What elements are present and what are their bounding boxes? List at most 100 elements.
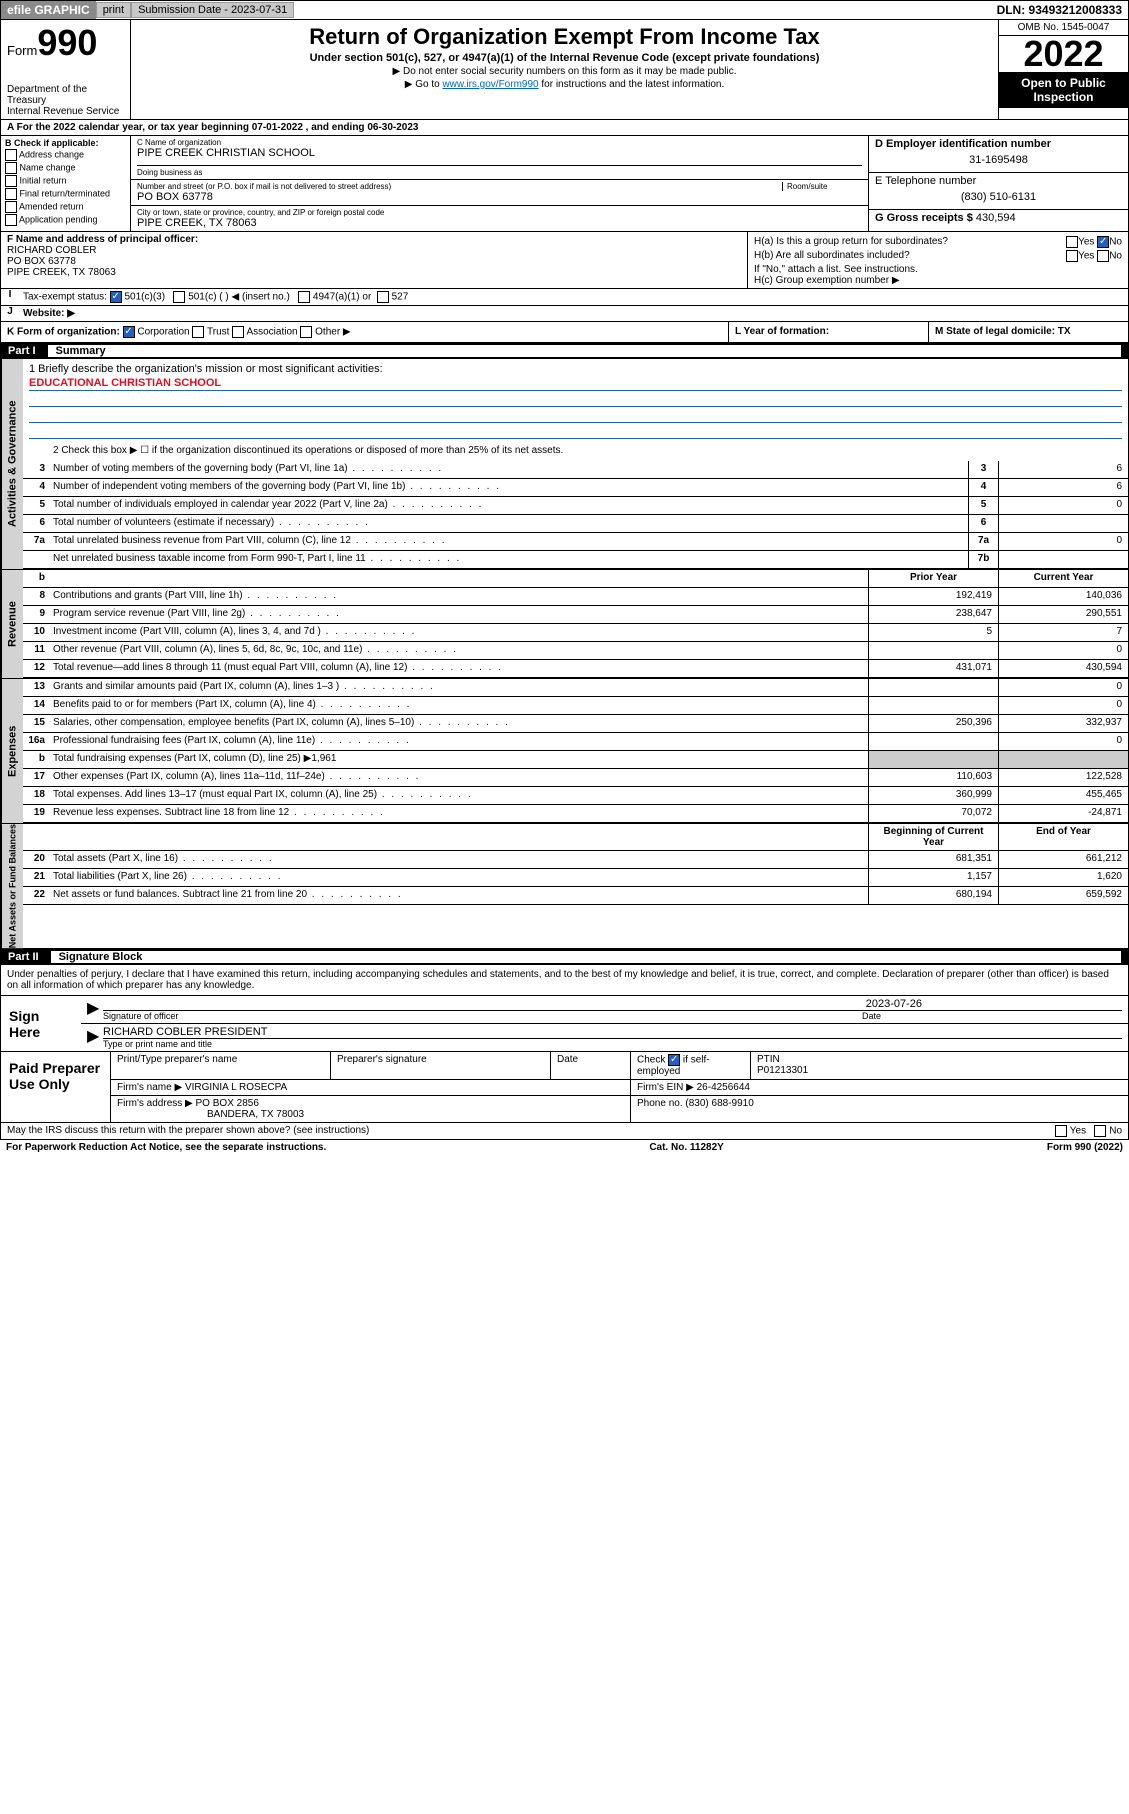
tax-year: 2022	[999, 36, 1128, 72]
table-row: 20Total assets (Part X, line 16)681,3516…	[23, 851, 1128, 869]
dln-label: DLN: 93493212008333	[991, 1, 1128, 19]
firm-ein-box: Firm's EIN ▶ 26-4256644	[631, 1080, 1128, 1095]
colb-checkbox[interactable]	[5, 149, 17, 161]
ptin-box: PTINP01213301	[751, 1052, 1128, 1079]
irs-link[interactable]: www.irs.gov/Form990	[442, 79, 538, 90]
table-row: 13Grants and similar amounts paid (Part …	[23, 679, 1128, 697]
table-row: 16aProfessional fundraising fees (Part I…	[23, 733, 1128, 751]
paid-preparer-section: Paid Preparer Use Only Print/Type prepar…	[0, 1052, 1129, 1123]
row-j: J Website: ▶	[0, 306, 1129, 322]
assoc-checkbox[interactable]	[232, 326, 244, 338]
table-row: 15Salaries, other compensation, employee…	[23, 715, 1128, 733]
col-c: C Name of organization PIPE CREEK CHRIST…	[131, 136, 1128, 231]
other-checkbox[interactable]	[300, 326, 312, 338]
col-h-group: H(a) Is this a group return for subordin…	[748, 232, 1128, 288]
paid-preparer-label: Paid Preparer Use Only	[1, 1052, 111, 1122]
table-row: 7aTotal unrelated business revenue from …	[23, 533, 1128, 551]
irs-yes-checkbox[interactable]	[1055, 1125, 1067, 1137]
sig-name-label: Type or print name and title	[103, 1038, 1122, 1049]
paperwork-notice: For Paperwork Reduction Act Notice, see …	[6, 1142, 326, 1153]
trust-checkbox[interactable]	[192, 326, 204, 338]
cat-no: Cat. No. 11282Y	[649, 1142, 723, 1153]
form-header: Form990 Department of the Treasury Inter…	[0, 20, 1129, 120]
top-bar: efile GRAPHIC print Submission Date - 20…	[0, 0, 1129, 20]
may-irs-row: May the IRS discuss this return with the…	[0, 1123, 1129, 1140]
colb-checkbox[interactable]	[5, 201, 17, 213]
section-fh: F Name and address of principal officer:…	[0, 232, 1129, 289]
firm-addr-box: Firm's address ▶ PO BOX 2856BANDERA, TX …	[111, 1096, 631, 1122]
row-k: K Form of organization: Corporation Trus…	[1, 322, 728, 342]
row-a-tax-year: A For the 2022 calendar year, or tax yea…	[0, 120, 1129, 136]
table-row: 22Net assets or fund balances. Subtract …	[23, 887, 1128, 905]
table-row: 17Other expenses (Part IX, column (A), l…	[23, 769, 1128, 787]
hb-yes-checkbox[interactable]	[1066, 250, 1078, 262]
table-row: 11Other revenue (Part VIII, column (A), …	[23, 642, 1128, 660]
hb-no-checkbox[interactable]	[1097, 250, 1109, 262]
corp-checkbox[interactable]	[123, 326, 135, 338]
table-row: 8Contributions and grants (Part VIII, li…	[23, 588, 1128, 606]
revenue-section: Revenue b Prior Year Current Year 8Contr…	[0, 570, 1129, 679]
sidetab-exp: Expenses	[1, 679, 23, 823]
form-number: 990	[37, 22, 97, 63]
ein-box: D Employer identification number 31-1695…	[869, 136, 1128, 173]
501c3-checkbox[interactable]	[110, 291, 122, 303]
org-city-box: City or town, state or province, country…	[131, 206, 868, 231]
gross-receipts-box: G Gross receipts $ 430,594	[869, 210, 1128, 226]
irs-label: Internal Revenue Service	[7, 106, 124, 117]
ha-yes-checkbox[interactable]	[1066, 236, 1078, 248]
form-note2: ▶ Go to www.irs.gov/Form990 for instruct…	[135, 79, 994, 90]
org-addr-box: Number and street (or P.O. box if mail i…	[131, 180, 868, 206]
colb-checkbox[interactable]	[5, 188, 17, 200]
ha-no-checkbox[interactable]	[1097, 236, 1109, 248]
part2-header: Part II Signature Block	[0, 949, 1129, 965]
colb-checkbox[interactable]	[5, 175, 17, 187]
sig-date-label: Date	[862, 1011, 1122, 1021]
501c-checkbox[interactable]	[173, 291, 185, 303]
header-left: Form990 Department of the Treasury Inter…	[1, 20, 131, 119]
open-public-label: Open to Public Inspection	[999, 72, 1128, 108]
form-label: Form	[7, 43, 37, 58]
section-bc: B Check if applicable: Address change Na…	[0, 136, 1129, 232]
firm-name-box: Firm's name ▶ VIRGINIA L ROSECPA	[111, 1080, 631, 1095]
gross-receipts-value: 430,594	[976, 212, 1016, 224]
table-row: 19Revenue less expenses. Subtract line 1…	[23, 805, 1128, 823]
header-right: OMB No. 1545-0047 2022 Open to Public In…	[998, 20, 1128, 119]
print-button[interactable]: print	[96, 2, 131, 18]
table-row: 9Program service revenue (Part VIII, lin…	[23, 606, 1128, 624]
row-klm: K Form of organization: Corporation Trus…	[0, 322, 1129, 343]
colb-checkbox[interactable]	[5, 162, 17, 174]
footer: For Paperwork Reduction Act Notice, see …	[0, 1140, 1129, 1155]
phone-box: E Telephone number (830) 510-6131	[869, 173, 1128, 210]
org-street: PO BOX 63778	[137, 191, 862, 203]
self-employed-checkbox[interactable]	[668, 1054, 680, 1066]
col-right: D Employer identification number 31-1695…	[868, 136, 1128, 231]
table-row: Net unrelated business taxable income fr…	[23, 551, 1128, 569]
prep-name-label: Print/Type preparer's name	[111, 1052, 331, 1079]
table-row: 6Total number of volunteers (estimate if…	[23, 515, 1128, 533]
mission-text: EDUCATIONAL CHRISTIAN SCHOOL	[29, 377, 1122, 391]
dept-label: Department of the Treasury	[7, 84, 124, 106]
phone-value: (830) 510-6131	[875, 187, 1122, 207]
527-checkbox[interactable]	[377, 291, 389, 303]
sidetab-rev: Revenue	[1, 570, 23, 678]
self-employed-box: Check if self-employed	[631, 1052, 751, 1079]
org-name: PIPE CREEK CHRISTIAN SCHOOL	[137, 147, 862, 159]
colb-checkbox[interactable]	[5, 214, 17, 226]
org-city: PIPE CREEK, TX 78063	[137, 217, 862, 229]
signature-arrow-icon: ▶	[81, 1024, 97, 1051]
4947-checkbox[interactable]	[298, 291, 310, 303]
net-assets-section: Net Assets or Fund Balances Beginning of…	[0, 824, 1129, 949]
form-note1: ▶ Do not enter social security numbers o…	[135, 66, 994, 77]
rev-header-row: b Prior Year Current Year	[23, 570, 1128, 588]
table-row: 3Number of voting members of the governi…	[23, 461, 1128, 479]
table-row: bTotal fundraising expenses (Part IX, co…	[23, 751, 1128, 769]
na-header-row: Beginning of Current Year End of Year	[23, 824, 1128, 851]
table-row: 5Total number of individuals employed in…	[23, 497, 1128, 515]
submission-date-button[interactable]: Submission Date - 2023-07-31	[131, 2, 294, 18]
header-mid: Return of Organization Exempt From Incom…	[131, 20, 998, 119]
row-l: L Year of formation:	[728, 322, 928, 342]
form-footer: Form 990 (2022)	[1047, 1142, 1123, 1153]
irs-no-checkbox[interactable]	[1094, 1125, 1106, 1137]
firm-phone-box: Phone no. (830) 688-9910	[631, 1096, 1128, 1122]
sidetab-ag: Activities & Governance	[1, 359, 23, 569]
